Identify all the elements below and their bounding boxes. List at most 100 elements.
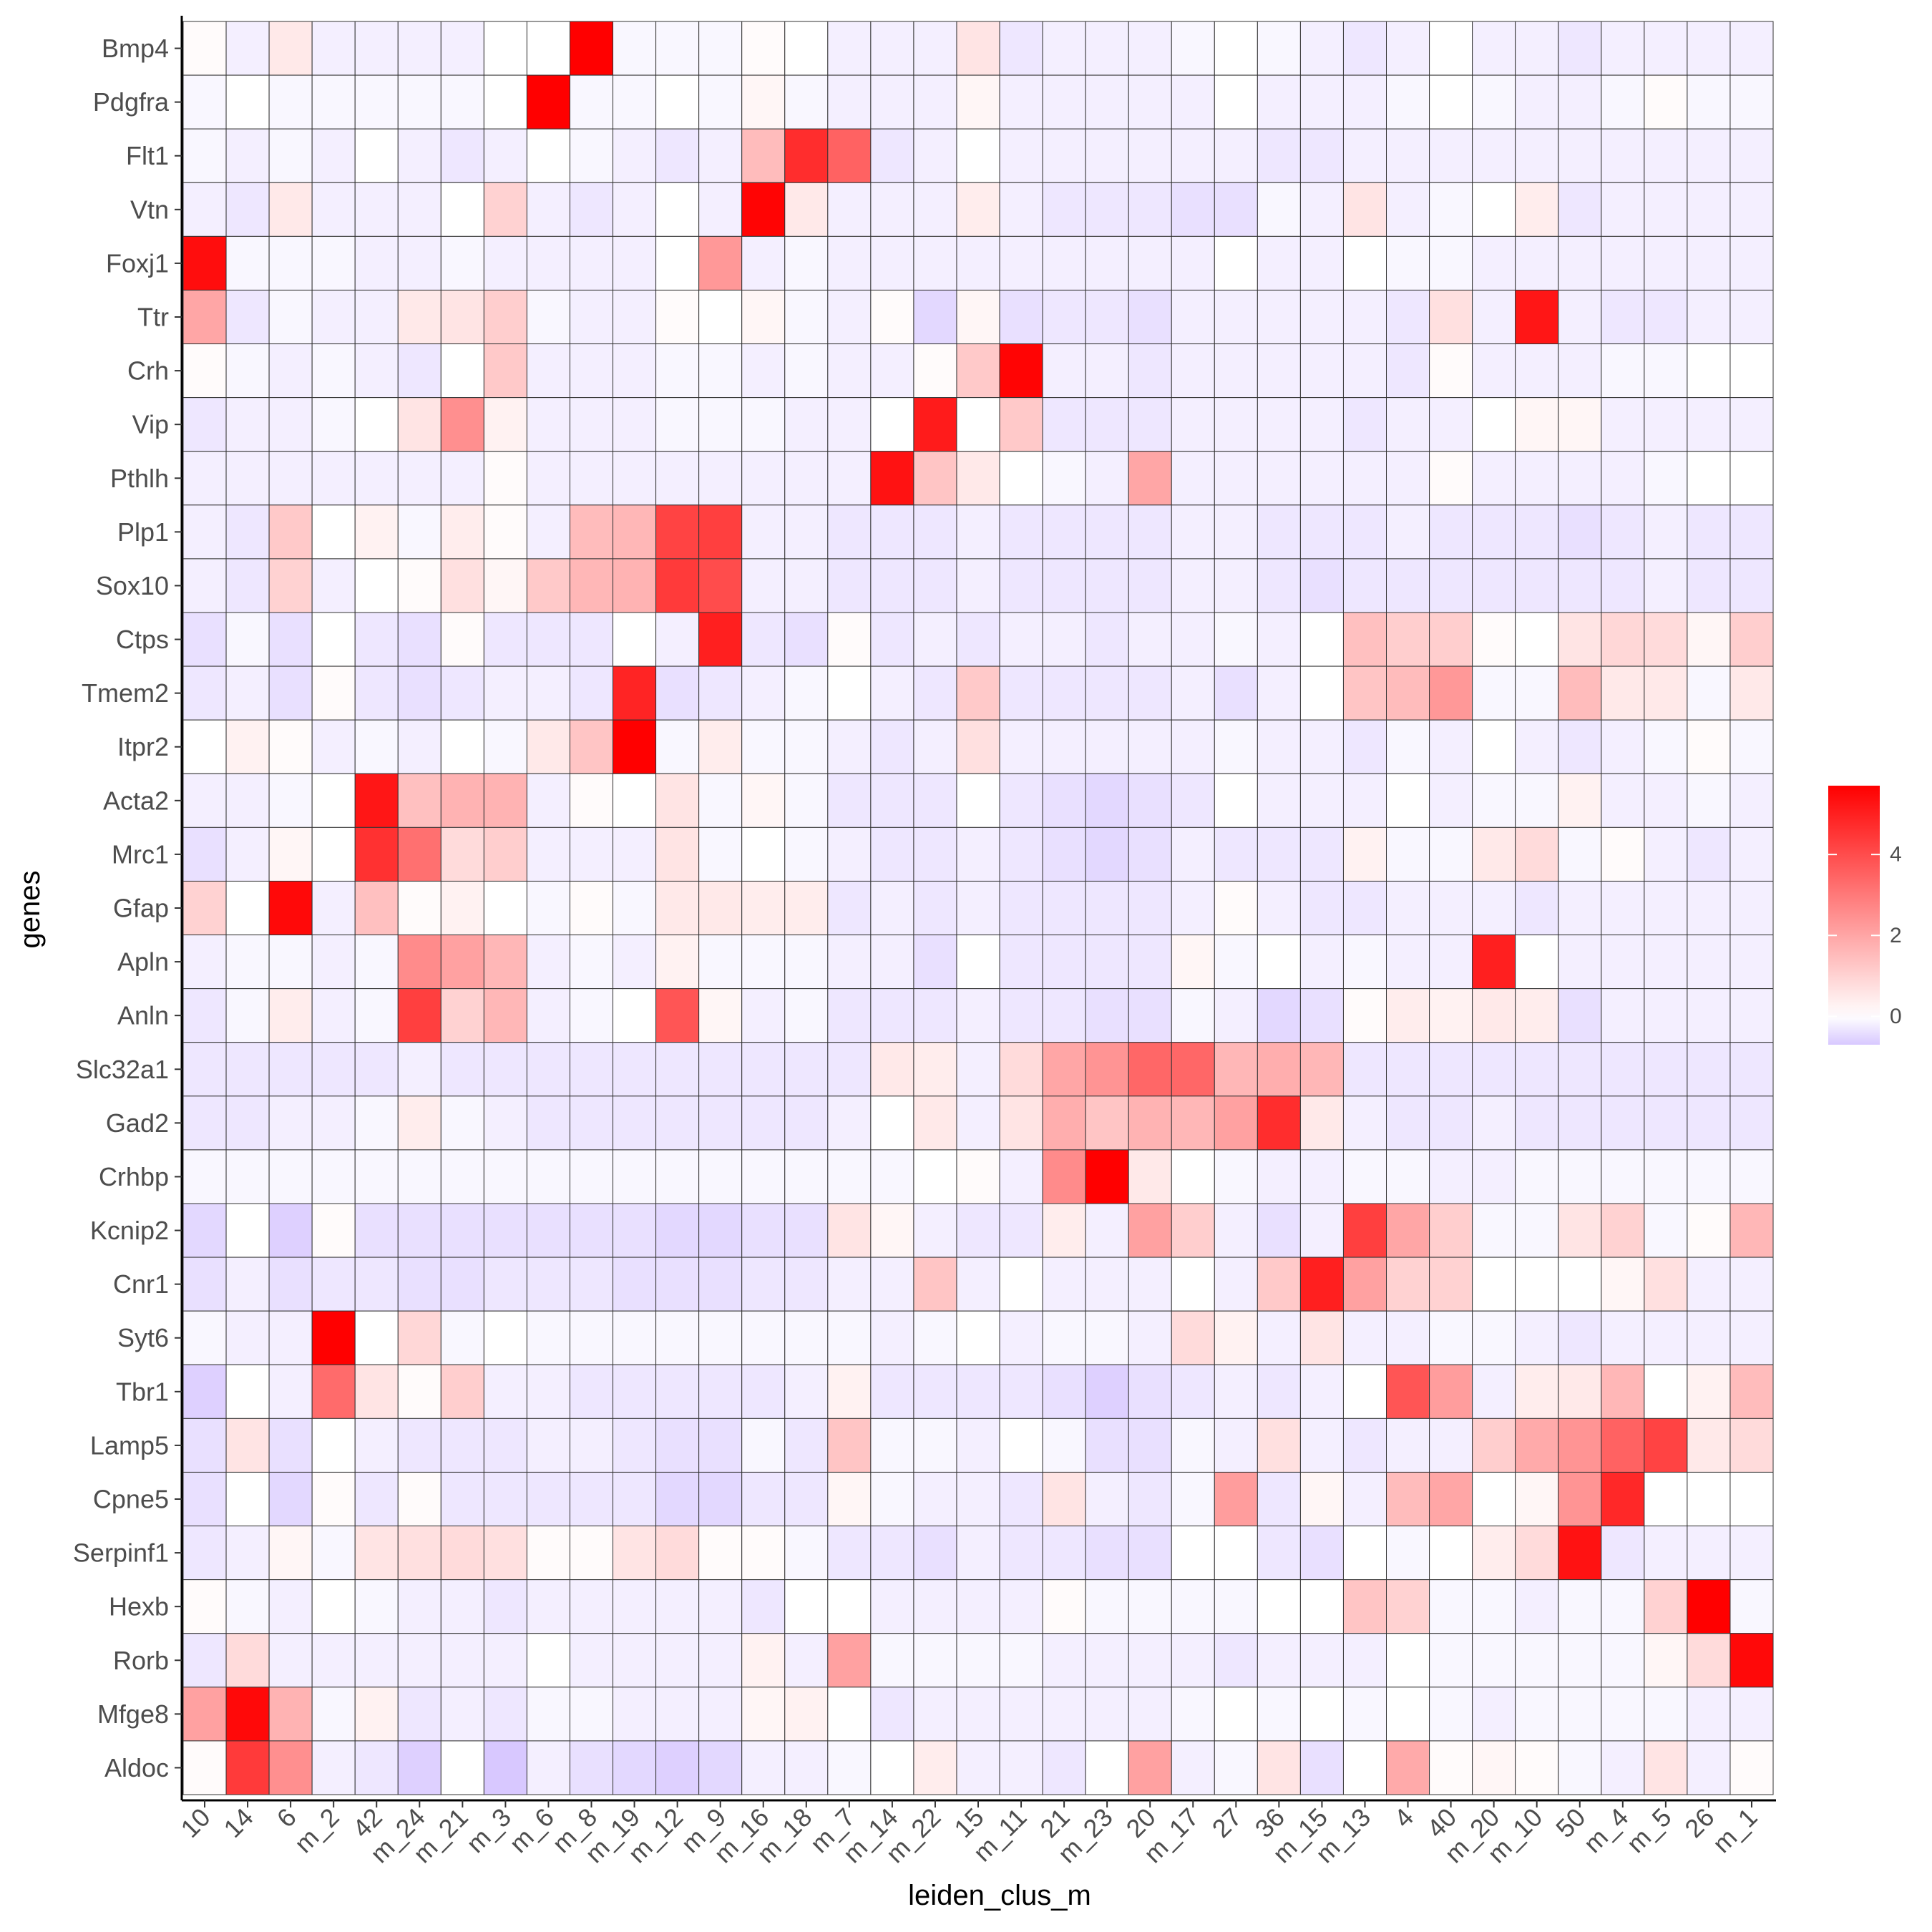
heatmap-cell-Flt1-m_13 bbox=[1342, 128, 1387, 183]
heatmap-cell-Cnr1-m_5 bbox=[1644, 1257, 1688, 1312]
heatmap-cell-Anln-10 bbox=[182, 988, 227, 1043]
heatmap-cell-Itpr2-20 bbox=[1128, 719, 1172, 774]
heatmap-cell-Pdgfra-26 bbox=[1687, 74, 1731, 130]
heatmap-cell-Hexb-m_8 bbox=[569, 1579, 614, 1634]
heatmap-cell-Plp1-m_23 bbox=[1085, 504, 1129, 560]
heatmap-cell-Crhbp-m_4 bbox=[1601, 1149, 1645, 1204]
heatmap-cell-Mfge8-m_1 bbox=[1729, 1687, 1774, 1742]
heatmap-cell-Flt1-m_23 bbox=[1085, 128, 1129, 183]
y-tick-label: Sox10 bbox=[96, 571, 169, 600]
heatmap-cell-Ttr-m_18 bbox=[784, 289, 829, 345]
heatmap-cell-Tbr1-m_20 bbox=[1472, 1364, 1516, 1419]
x-tick-label: 27 bbox=[1206, 1802, 1247, 1843]
heatmap-cell-Tmem2-4 bbox=[1386, 665, 1430, 721]
heatmap-cell-Syt6-14 bbox=[225, 1310, 270, 1365]
y-tick-label: Vtn bbox=[130, 195, 169, 224]
heatmap-cell-Vip-50 bbox=[1558, 397, 1602, 452]
heatmap-cell-Pdgfra-m_8 bbox=[569, 74, 614, 130]
heatmap-cell-Cnr1-20 bbox=[1128, 1257, 1172, 1312]
heatmap-cell-Lamp5-m_10 bbox=[1515, 1418, 1559, 1473]
heatmap-cell-Aldoc-m_9 bbox=[698, 1740, 743, 1795]
heatmap-cell-Plp1-m_5 bbox=[1644, 504, 1688, 560]
heatmap-cell-Vtn-m_24 bbox=[397, 182, 441, 237]
heatmap-cell-Tmem2-36 bbox=[1257, 665, 1301, 721]
heatmap-cell-Tmem2-m_12 bbox=[655, 665, 700, 721]
heatmap-cell-Lamp5-14 bbox=[225, 1418, 270, 1473]
heatmap-cell-Slc32a1-m_16 bbox=[741, 1042, 786, 1097]
heatmap-cell-Tbr1-m_11 bbox=[999, 1364, 1043, 1419]
heatmap-cell-Tbr1-14 bbox=[225, 1364, 270, 1419]
heatmap-cell-Tmem2-15 bbox=[956, 665, 1000, 721]
heatmap-cell-Hexb-m_16 bbox=[741, 1579, 786, 1634]
heatmap-cell-Vip-15 bbox=[956, 397, 1000, 452]
y-tick-label: Ttr bbox=[137, 303, 169, 332]
heatmap-cell-Sox10-20 bbox=[1128, 558, 1172, 613]
heatmap-cell-Vip-m_18 bbox=[784, 397, 829, 452]
heatmap-cell-Slc32a1-m_14 bbox=[870, 1042, 914, 1097]
heatmap-cell-Serpinf1-26 bbox=[1687, 1526, 1731, 1581]
heatmap-cell-Ttr-m_15 bbox=[1299, 289, 1344, 345]
heatmap-cell-Anln-21 bbox=[1042, 988, 1086, 1043]
heatmap-cell-Vip-m_21 bbox=[440, 397, 484, 452]
heatmap-cell-Lamp5-26 bbox=[1687, 1418, 1731, 1473]
heatmap-cell-Anln-6 bbox=[268, 988, 313, 1043]
heatmap-cell-Lamp5-50 bbox=[1558, 1418, 1602, 1473]
heatmap-cell-Pthlh-m_7 bbox=[827, 451, 872, 506]
heatmap-cell-Pdgfra-m_21 bbox=[440, 74, 484, 130]
heatmap-cell-Ttr-m_11 bbox=[999, 289, 1043, 345]
heatmap-cell-Pthlh-42 bbox=[354, 451, 399, 506]
heatmap-cell-Ctps-m_17 bbox=[1171, 612, 1215, 667]
heatmap-cell-Syt6-26 bbox=[1687, 1310, 1731, 1365]
heatmap-cell-Mrc1-m_6 bbox=[526, 826, 570, 882]
heatmap-cell-Gfap-m_6 bbox=[526, 880, 570, 936]
heatmap-cell-Sox10-m_22 bbox=[913, 558, 957, 613]
heatmap-cell-Tmem2-m_11 bbox=[999, 665, 1043, 721]
heatmap-cell-Serpinf1-15 bbox=[956, 1526, 1000, 1581]
heatmap-cell-Kcnip2-42 bbox=[354, 1203, 399, 1258]
y-tick-label: Pthlh bbox=[110, 464, 169, 493]
heatmap-cell-Hexb-m_6 bbox=[526, 1579, 570, 1634]
heatmap-cell-Foxj1-50 bbox=[1558, 235, 1602, 291]
heatmap-cell-Vip-m_13 bbox=[1342, 397, 1387, 452]
heatmap-cell-Tbr1-m_4 bbox=[1601, 1364, 1645, 1419]
heatmap-cell-Flt1-m_5 bbox=[1644, 128, 1688, 183]
heatmap-cell-Gad2-m_14 bbox=[870, 1096, 914, 1151]
heatmap-cell-Ttr-m_12 bbox=[655, 289, 700, 345]
heatmap-cell-Gfap-m_21 bbox=[440, 880, 484, 936]
heatmap-cell-Gad2-m_12 bbox=[655, 1096, 700, 1151]
heatmap-cell-Crh-m_4 bbox=[1601, 343, 1645, 399]
heatmap-cell-Plp1-m_18 bbox=[784, 504, 829, 560]
heatmap-cell-Bmp4-26 bbox=[1687, 21, 1731, 76]
heatmap-cell-Foxj1-21 bbox=[1042, 235, 1086, 291]
heatmap-cell-Pdgfra-m_20 bbox=[1472, 74, 1516, 130]
heatmap-cell-Tmem2-m_23 bbox=[1085, 665, 1129, 721]
heatmap-cell-Apln-10 bbox=[182, 935, 227, 990]
heatmap-cell-Tbr1-m_22 bbox=[913, 1364, 957, 1419]
heatmap-cell-Itpr2-m_12 bbox=[655, 719, 700, 774]
heatmap-cell-Vip-36 bbox=[1257, 397, 1301, 452]
heatmap-cell-Mrc1-m_1 bbox=[1729, 826, 1774, 882]
heatmap-cell-Foxj1-m_20 bbox=[1472, 235, 1516, 291]
heatmap-cell-Crhbp-m_20 bbox=[1472, 1149, 1516, 1204]
heatmap-cell-Mfge8-m_23 bbox=[1085, 1687, 1129, 1742]
heatmap-cell-Syt6-20 bbox=[1128, 1310, 1172, 1365]
heatmap-cell-Sox10-m_17 bbox=[1171, 558, 1215, 613]
heatmap-cell-Rorb-6 bbox=[268, 1633, 313, 1688]
heatmap-cell-Bmp4-6 bbox=[268, 21, 313, 76]
heatmap-cell-Syt6-m_3 bbox=[483, 1310, 527, 1365]
heatmap-cell-Bmp4-m_20 bbox=[1472, 21, 1516, 76]
heatmap-cell-Sox10-27 bbox=[1214, 558, 1258, 613]
heatmap-cell-Cpne5-m_24 bbox=[397, 1471, 441, 1527]
heatmap-cell-Vtn-26 bbox=[1687, 182, 1731, 237]
heatmap-cell-Vip-m_9 bbox=[698, 397, 743, 452]
heatmap-cell-Plp1-26 bbox=[1687, 504, 1731, 560]
heatmap-cell-Flt1-m_8 bbox=[569, 128, 614, 183]
heatmap-cell-Syt6-m_5 bbox=[1644, 1310, 1688, 1365]
heatmap-cell-Itpr2-m_9 bbox=[698, 719, 743, 774]
heatmap-cell-Aldoc-m_14 bbox=[870, 1740, 914, 1795]
heatmap-cell-Bmp4-m_2 bbox=[311, 21, 356, 76]
heatmap-cell-Bmp4-40 bbox=[1429, 21, 1473, 76]
heatmap-cell-Flt1-50 bbox=[1558, 128, 1602, 183]
heatmap-cell-Ttr-m_16 bbox=[741, 289, 786, 345]
heatmap-cell-Cpne5-4 bbox=[1386, 1471, 1430, 1527]
